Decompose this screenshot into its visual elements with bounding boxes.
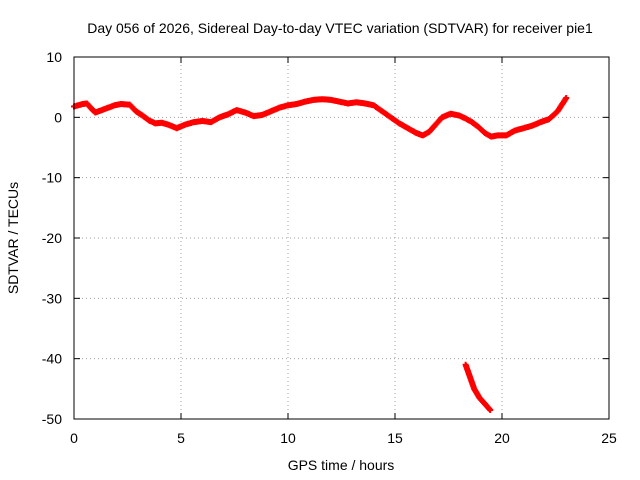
x-tick-label: 0 xyxy=(70,430,78,446)
tick-labels: 0 5 10 15 20 25 10 0 -10 -20 -30 -40 -50 xyxy=(42,49,617,446)
chart-title: Day 056 of 2026, Sidereal Day-to-day VTE… xyxy=(87,20,593,36)
y-axis-label: SDTVAR / TECUs xyxy=(5,182,21,294)
x-axis-label: GPS time / hours xyxy=(288,457,395,473)
series-2 xyxy=(462,361,494,413)
data-point xyxy=(563,95,570,102)
x-tick-label: 15 xyxy=(387,430,403,446)
y-tick-label: -30 xyxy=(42,290,62,306)
x-tick-label: 20 xyxy=(494,430,510,446)
y-tick-label: -10 xyxy=(42,170,62,186)
x-tick-label: 5 xyxy=(177,430,185,446)
data-points xyxy=(71,95,570,413)
y-tick-label: 0 xyxy=(54,109,62,125)
y-tick-label: -40 xyxy=(42,351,62,367)
y-tick-label: -20 xyxy=(42,230,62,246)
data-point xyxy=(487,406,494,413)
y-tick-label: -50 xyxy=(42,411,62,427)
x-tick-label: 25 xyxy=(601,430,617,446)
series-1 xyxy=(71,95,570,140)
grid-lines xyxy=(74,57,609,419)
x-tick-label: 10 xyxy=(280,430,296,446)
y-tick-label: 10 xyxy=(46,49,62,65)
tick-marks xyxy=(73,56,610,420)
